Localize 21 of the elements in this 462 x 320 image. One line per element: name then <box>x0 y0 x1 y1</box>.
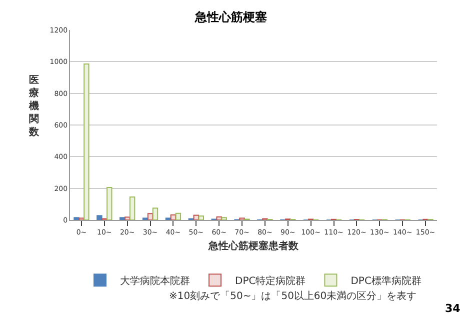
text: 34 <box>445 302 461 315</box>
bar <box>221 217 227 220</box>
bar <box>198 216 204 220</box>
bar <box>129 196 136 220</box>
bar <box>96 215 102 220</box>
legend-label: 大学病院本院群 <box>120 275 190 287</box>
chart-title: 急性心筋梗塞 <box>194 10 267 24</box>
bar <box>147 213 154 220</box>
bar <box>124 216 130 220</box>
bar <box>74 217 80 220</box>
bar <box>120 217 126 220</box>
y-axis-title: 医療機関数 <box>28 74 40 138</box>
bar <box>216 216 222 220</box>
text: ※10刻みで「50~」は「50以上60未満の区分」を表す <box>169 290 417 302</box>
bar <box>175 212 182 220</box>
bar <box>152 208 158 220</box>
bar <box>84 64 90 220</box>
bar <box>106 187 112 220</box>
legend-label: DPC特定病院群 <box>235 275 306 287</box>
x-axis-title: 急性心筋梗塞患者数 <box>208 240 300 252</box>
legend-label: DPC標準病院群 <box>350 275 422 287</box>
